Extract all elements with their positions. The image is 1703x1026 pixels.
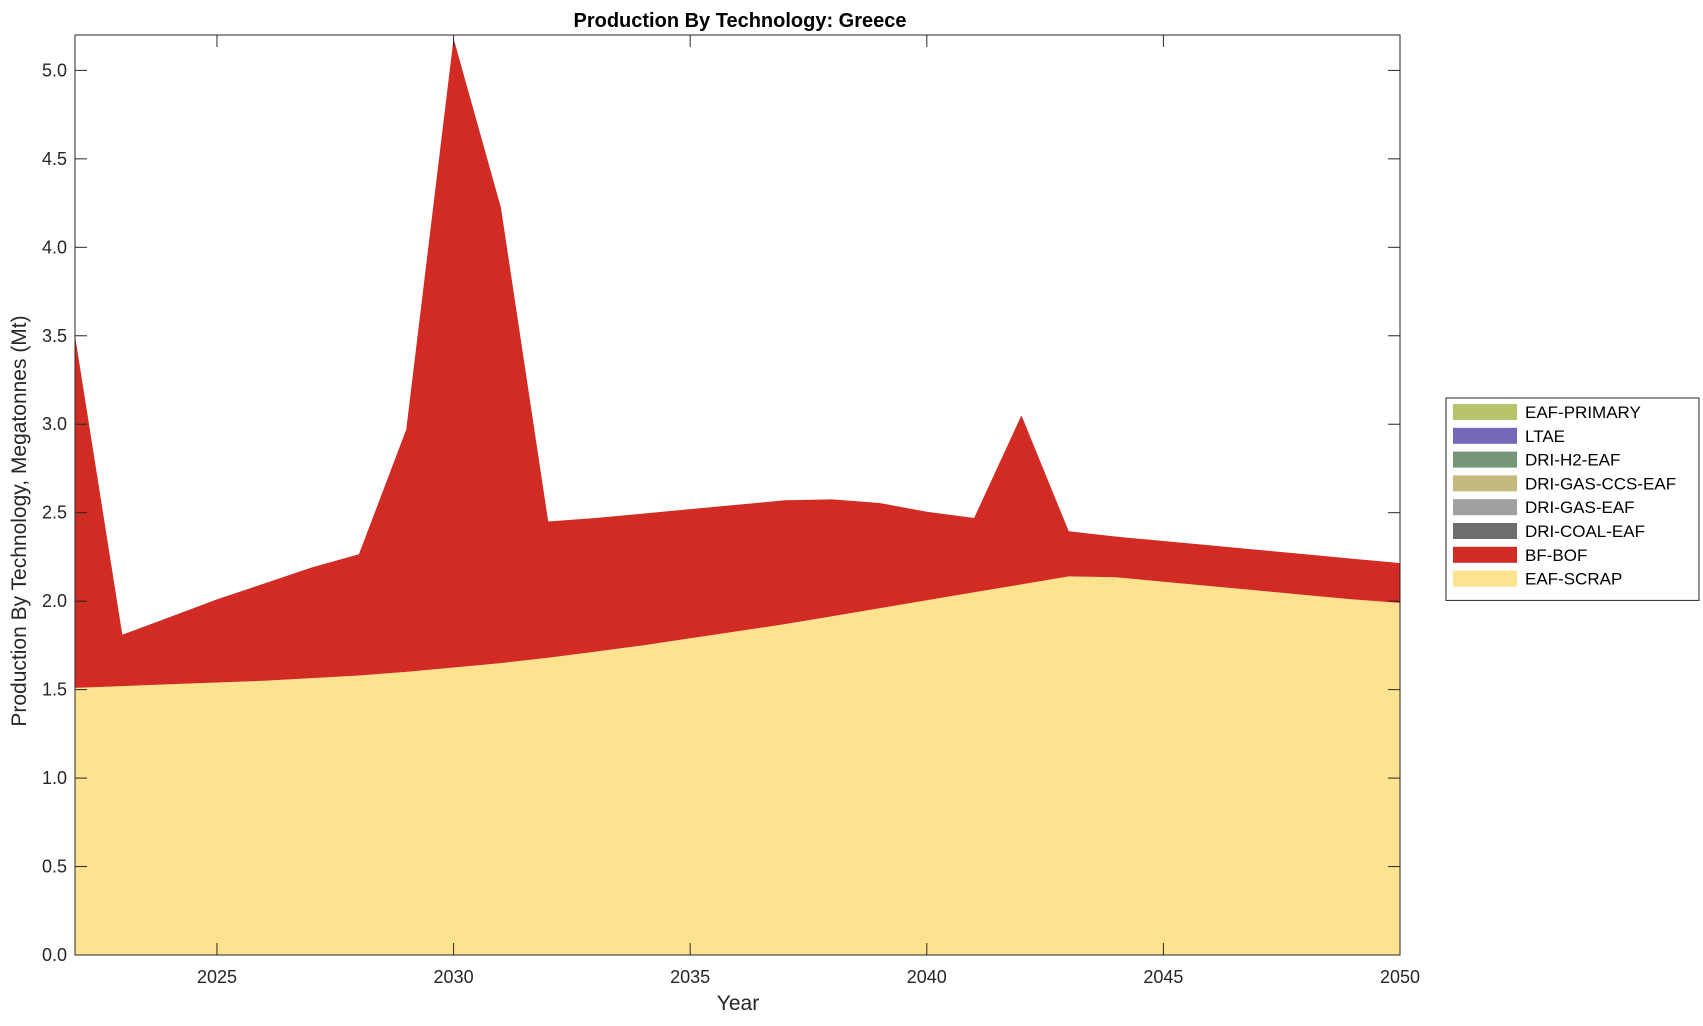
area-series-group [75,38,1400,955]
legend-swatch [1453,404,1517,420]
legend-swatch [1453,499,1517,516]
y-tick-label: 1.0 [42,768,67,788]
legend-swatch [1453,570,1517,587]
x-tick-label: 2035 [670,967,710,987]
area-eaf-scrap [75,576,1400,955]
legend-label: DRI-COAL-EAF [1525,522,1645,541]
y-tick-label: 3.0 [42,414,67,434]
legend-swatch [1453,427,1517,444]
legend-label: EAF-PRIMARY [1525,403,1641,422]
legend-swatch [1453,451,1517,468]
x-tick-label: 2045 [1143,967,1183,987]
plot-frame [74,34,1401,956]
y-tick-label: 4.5 [42,149,67,169]
y-tick-label: 0.5 [42,857,67,877]
chart-title: Production By Technology: Greece [573,10,906,32]
legend-label: DRI-GAS-CCS-EAF [1525,474,1676,493]
y-tick-label: 1.5 [42,680,67,700]
y-axis-label: Production By Technology, Megatonnes (Mt… [8,315,31,726]
x-tick-label: 2030 [434,967,474,987]
legend-label: DRI-GAS-EAF [1525,498,1635,517]
x-tick-label: 2025 [197,967,237,987]
y-tick-label: 5.0 [42,60,67,80]
y-tick-label: 4.0 [42,237,67,257]
axes: 2025 2030 2035 2040 2045 2050 0.0 0.5 1.0 1.5 2.0 2… [42,34,1420,987]
legend-label: LTAE [1525,427,1565,446]
legend: EAF-PRIMARY LTAE DRI-H2-EAF DRI-GAS-CCS-EAF… [1445,397,1700,601]
legend-swatch [1453,475,1517,492]
x-tick-label: 2040 [907,967,947,987]
legend-swatch [1453,546,1517,563]
legend-swatch [1453,523,1517,539]
y-tick-label: 2.5 [42,503,67,523]
area-bf-bof [75,38,1400,688]
y-tick-label: 2.0 [42,591,67,611]
legend-label: BF-BOF [1525,546,1587,565]
y-tick-label: 0.0 [42,945,67,965]
legend-label: DRI-H2-EAF [1525,451,1620,470]
y-tick-label: 3.5 [42,326,67,346]
x-tick-label: 2050 [1380,967,1420,987]
x-axis-label: Year [717,992,759,1015]
legend-label: EAF-SCRAP [1525,570,1622,589]
